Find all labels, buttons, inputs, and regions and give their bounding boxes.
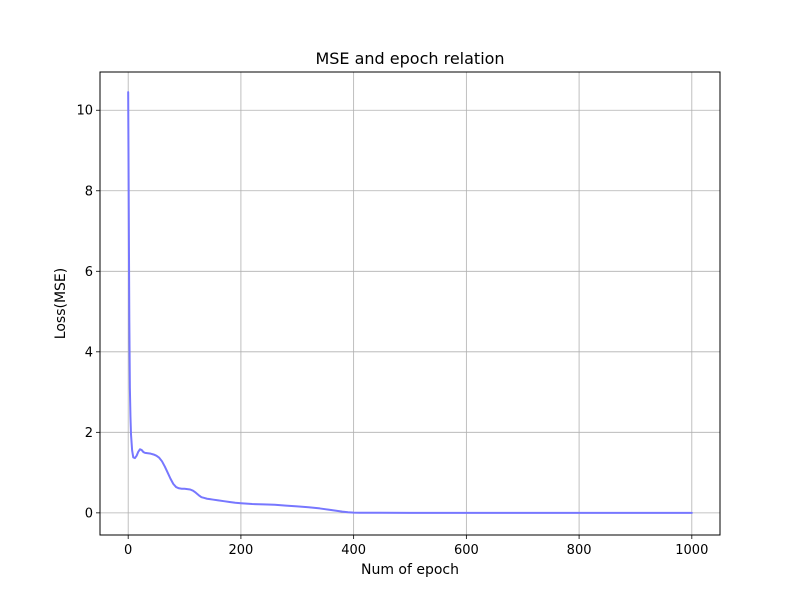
- y-axis-ticks: 0 2 4 6 8 10: [76, 104, 100, 521]
- grid: [100, 72, 720, 535]
- y-tick-label: 4: [85, 345, 93, 360]
- x-tick-label: 800: [567, 543, 592, 558]
- y-tick-label: 2: [85, 426, 93, 441]
- x-tick-label: 600: [454, 543, 479, 558]
- x-tick-label: 0: [124, 543, 132, 558]
- y-tick-label: 8: [85, 184, 93, 199]
- x-axis-ticks: 0 200 400 600 800 1000: [124, 535, 708, 558]
- y-tick-label: 0: [85, 506, 93, 521]
- x-tick-label: 400: [341, 543, 366, 558]
- x-axis-label: Num of epoch: [361, 562, 459, 578]
- x-tick-label: 200: [228, 543, 253, 558]
- plot-frame: [99, 71, 721, 536]
- chart-title: MSE and epoch relation: [315, 49, 504, 68]
- y-tick-label: 6: [85, 265, 93, 280]
- x-tick-label: 1000: [675, 543, 708, 558]
- y-axis-label: Loss(MSE): [53, 268, 69, 339]
- series-layer: [127, 91, 693, 514]
- loss-curve: [127, 91, 693, 514]
- y-tick-label: 10: [76, 104, 93, 119]
